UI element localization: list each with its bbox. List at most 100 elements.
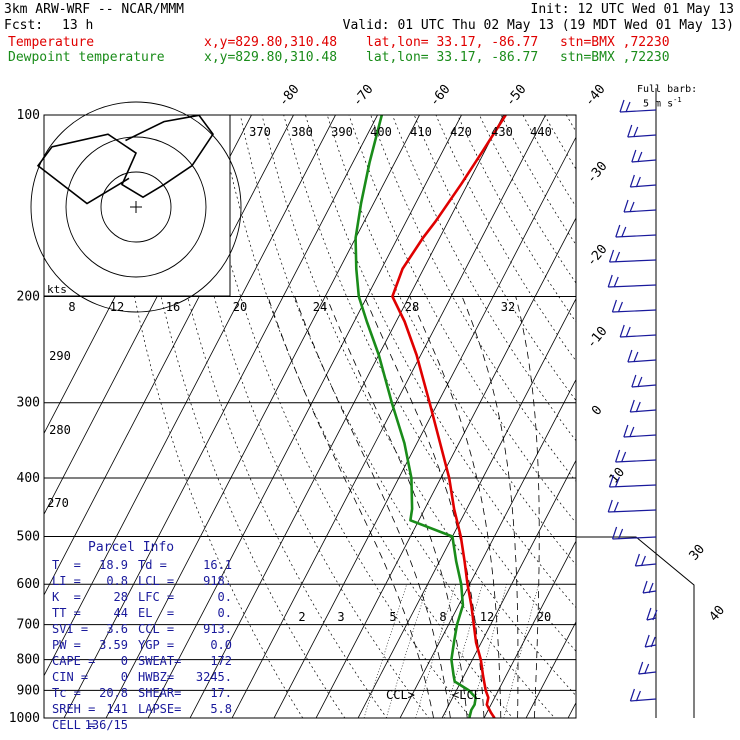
moist-adiabat-line — [294, 296, 451, 718]
theta-label: 380 — [291, 125, 313, 139]
wind-barb-flag — [635, 401, 641, 413]
isotherm-label: 30 — [687, 542, 709, 564]
dry-adiabat-line — [283, 115, 576, 652]
parcel-param-value: 3.6 — [106, 622, 128, 636]
dry-adiabat-line — [413, 115, 576, 402]
wind-barb — [631, 384, 657, 388]
wind-barb — [619, 109, 657, 113]
wind-barb-flag — [637, 376, 643, 388]
wind-barb-flag — [650, 636, 656, 648]
wind-barb — [635, 563, 657, 567]
wind-barb-flag — [633, 126, 639, 138]
dry-adiabat-line — [348, 115, 576, 524]
isotherm-label: -40 — [582, 82, 609, 110]
isotherm-line — [44, 115, 294, 596]
mixing-ratio-label: 20 — [537, 610, 551, 624]
pressure-tick-label: 1000 — [9, 711, 40, 726]
wind-barb-flag — [637, 151, 643, 163]
theta-label: 390 — [331, 125, 353, 139]
theta-label: 400 — [370, 125, 392, 139]
dry-adiabat-line — [580, 102, 740, 731]
hodograph-ring — [30, 101, 242, 313]
lcl-marker: <LCL — [452, 688, 481, 702]
dry-adiabat-line — [544, 115, 576, 170]
parcel-param-label: CELL = — [52, 718, 96, 732]
dry-adiabat-line — [239, 115, 556, 718]
isotherm-label: -20 — [584, 242, 611, 270]
pressure-tick-label: 500 — [17, 529, 40, 544]
wind-barb — [646, 617, 657, 621]
hodograph-speed-label: 28 — [405, 300, 419, 314]
parcel-param-label: SREH = — [52, 702, 96, 716]
isotherm-label: -50 — [503, 82, 530, 110]
parcel-param-value: 20.8 — [99, 686, 128, 700]
dry-adiabat-line — [522, 115, 576, 208]
dewpoint-xy: x,y=829.80,310.48 — [204, 50, 338, 65]
temperature-latlon: lat,lon= 33.17, -86.77 — [366, 35, 539, 50]
theta-left-label: 290 — [49, 349, 71, 363]
isotherm-label: 40 — [707, 603, 729, 625]
parcel-param-label: LAPSE= — [138, 702, 182, 716]
mixing-ratio-label: 5 — [389, 610, 396, 624]
mixing-ratio-label: 8 — [439, 610, 446, 624]
hodograph-ring — [65, 136, 207, 278]
init-time: Init: 12 UTC Wed 01 May 13 — [530, 2, 735, 17]
wind-barb-flag — [633, 351, 639, 363]
parcel-param-value: 0 — [120, 670, 128, 684]
wind-barb — [630, 409, 657, 413]
wind-barb-flag — [607, 274, 613, 288]
barb-legend-title: Full barb: — [637, 84, 698, 95]
theta-left-label: 270 — [47, 496, 69, 510]
temperature-profile-line — [391, 115, 507, 718]
parcel-param-value: 141 — [106, 702, 128, 716]
wind-barb-flag — [608, 249, 615, 263]
wind-barb-flag — [617, 301, 623, 313]
mixing-ratio-line — [363, 584, 407, 718]
wind-barb-flag — [623, 424, 629, 438]
wind-barb — [609, 259, 657, 263]
wind-barb-flag — [648, 582, 654, 594]
parcel-param-value: 0. — [217, 606, 232, 620]
wind-barb — [608, 509, 657, 513]
parcel-param-label: T = — [52, 558, 81, 572]
isotherm-line — [273, 136, 576, 718]
valid-time: Valid: 01 UTC Thu 02 May 13 (19 MDT Wed … — [342, 18, 734, 33]
hodograph-speed-label: 12 — [110, 300, 124, 314]
dry-adiabat-line — [196, 115, 472, 718]
dry-adiabat-line — [261, 115, 576, 697]
parcel-param-label: LFC = — [138, 590, 175, 604]
wind-barb — [609, 484, 657, 488]
parcel-param-label: LI = — [52, 574, 81, 588]
isotherm-line — [603, 102, 740, 731]
wind-barb-flag — [631, 149, 637, 163]
hodograph-speed-label: 24 — [313, 300, 327, 314]
parcel-param-value: 28 — [113, 590, 128, 604]
wind-barb — [630, 184, 657, 188]
wind-barb-flag — [635, 690, 641, 702]
pressure-tick-label: 200 — [17, 290, 40, 305]
parcel-param-label: CAPE = — [52, 654, 96, 668]
wind-barb-flag — [652, 609, 658, 621]
parcel-param-value: 5.8 — [210, 702, 232, 716]
theta-label: 410 — [410, 125, 432, 139]
isotherm-label: -10 — [584, 324, 611, 352]
isotherm-line — [105, 115, 420, 718]
mixing-ratio-line — [385, 584, 429, 718]
isotherm-line — [44, 115, 336, 677]
wind-barb-flag — [646, 607, 652, 621]
isotherm-label: -30 — [584, 159, 611, 187]
parcel-param-value: 0. — [217, 590, 232, 604]
wind-barb — [627, 134, 657, 138]
wind-barb-flag — [629, 174, 635, 188]
dry-adiabat-line — [218, 115, 514, 718]
parcel-param-value: 0.8 — [106, 574, 128, 588]
temperature-station: stn=BMX ,72230 — [560, 35, 670, 50]
pressure-tick-label: 900 — [17, 683, 40, 698]
isotherm-label: -70 — [350, 82, 377, 110]
wind-barb-flag — [615, 224, 621, 238]
dry-adiabat-line — [565, 115, 576, 133]
wind-barb-flag — [642, 580, 648, 594]
wind-barb-flag — [611, 299, 617, 313]
wind-barb-flag — [621, 451, 627, 463]
